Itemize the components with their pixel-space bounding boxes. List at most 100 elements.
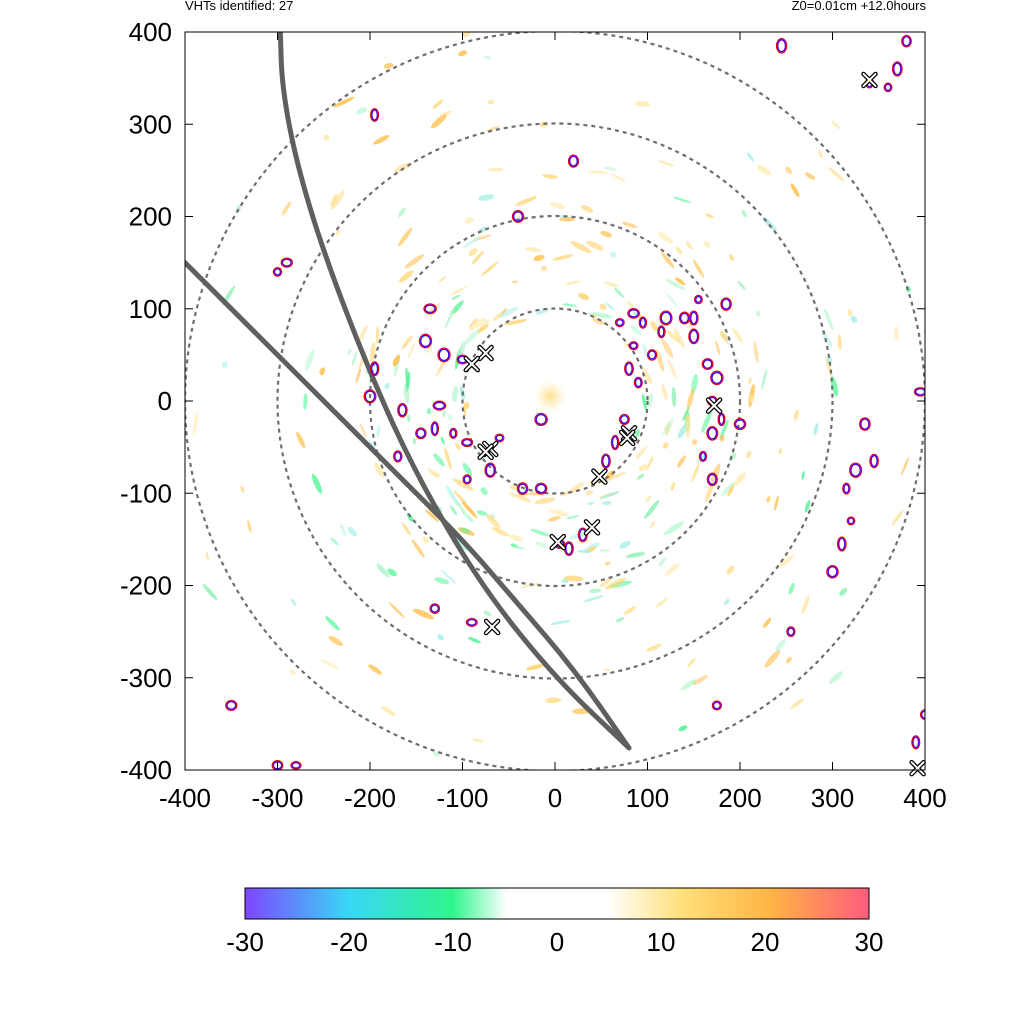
contour-core [616, 319, 624, 327]
contour-cell [280, 257, 293, 268]
vht-marker-core [592, 469, 607, 484]
y-tick-label: -400 [120, 755, 172, 785]
vorticity-streak [824, 308, 834, 331]
vorticity-streak [450, 505, 458, 516]
contour-core [364, 390, 376, 403]
vorticity-streak [675, 246, 683, 255]
vorticity-streak [451, 294, 461, 300]
range-ring [368, 214, 742, 588]
vorticity-streak [333, 96, 355, 108]
vorticity-streak [753, 340, 759, 364]
vorticity-streak [732, 327, 743, 344]
contour-core [569, 155, 578, 167]
contour-core [424, 304, 436, 313]
contour-cell [461, 437, 474, 448]
contour-cell [891, 61, 903, 77]
vorticity-streak [647, 393, 653, 408]
y-tick-label: -300 [120, 663, 172, 693]
contour-cell [657, 325, 666, 339]
vht-marker [909, 759, 926, 777]
contour-core [513, 211, 523, 222]
x-tick-label: -200 [344, 783, 396, 813]
vorticity-streak [426, 408, 432, 415]
vorticity-streak [355, 368, 361, 384]
vorticity-streak [444, 307, 455, 329]
vht-marker-core [464, 357, 479, 372]
vorticity-streak [636, 474, 644, 480]
vorticity-streak [585, 489, 594, 496]
vorticity-streak [444, 447, 452, 470]
vorticity-streak [715, 340, 721, 356]
vorticity-streak [437, 634, 444, 641]
contour-cell [290, 760, 302, 770]
vorticity-streak [552, 254, 574, 261]
contour-core [639, 317, 646, 328]
vorticity-streak [398, 227, 413, 247]
vorticity-streak [813, 423, 819, 436]
contour-core [695, 296, 702, 304]
vorticity-streak [773, 495, 779, 512]
contour-cell [614, 317, 625, 328]
y-tick-label: -200 [120, 571, 172, 601]
contour-core [628, 309, 639, 318]
vorticity-streak [205, 551, 209, 561]
color-bar-tick-labels: -30 -20 -10 0 10 20 30 [226, 927, 883, 957]
vorticity-streak [221, 361, 228, 369]
vorticity-streak [623, 606, 637, 615]
vorticity-streak [323, 134, 330, 141]
vorticity-streak [776, 554, 795, 569]
vht-marker-core [478, 444, 493, 459]
vorticity-streak [330, 193, 338, 206]
vorticity-streak [401, 335, 413, 350]
vorticity-streak [750, 394, 754, 403]
vorticity-streak [821, 329, 833, 348]
contour-cell [693, 294, 703, 305]
contour-cell [624, 361, 634, 377]
contour-cell [369, 361, 380, 377]
vht-marker [463, 355, 480, 373]
vht-marker [477, 344, 494, 362]
vorticity-streak [600, 491, 620, 500]
contour-core [602, 454, 610, 468]
contour-core [430, 604, 439, 613]
vht-marker [549, 533, 567, 551]
contour-cell [423, 303, 437, 315]
vorticity-streak [692, 675, 708, 686]
vorticity-streak [513, 546, 526, 550]
vorticity-streak [644, 500, 660, 519]
vorticity-streak [515, 196, 537, 206]
contour-cell [710, 370, 724, 386]
vorticity-streak [650, 320, 658, 331]
vorticity-streak [422, 536, 429, 544]
contour-core [843, 483, 850, 494]
x-tick-label: -100 [436, 783, 488, 813]
vorticity-streak [480, 487, 488, 495]
contour-core [463, 475, 471, 484]
vorticity-streak [375, 326, 380, 345]
vorticity-streak [901, 456, 910, 476]
vorticity-streak [600, 230, 612, 238]
vorticity-streak [691, 439, 698, 446]
vorticity-streak [790, 183, 800, 198]
vorticity-streak [405, 367, 409, 388]
vorticity-streak [547, 508, 569, 517]
vorticity-streak [399, 270, 414, 283]
vht-marker-core [550, 535, 565, 550]
contour-cell [842, 482, 851, 495]
vorticity-streak [721, 481, 736, 497]
contour-cell [913, 386, 925, 397]
vorticity-streak [550, 202, 566, 210]
contour-cell [698, 450, 708, 462]
vorticity-streak [394, 162, 412, 173]
vht-marker [483, 618, 501, 636]
vorticity-streak [328, 635, 343, 646]
contour-core [495, 434, 504, 442]
y-tick-label: 100 [129, 294, 172, 324]
vorticity-streak [635, 446, 647, 460]
vorticity-streak [818, 149, 823, 158]
contour-core [702, 359, 713, 369]
vorticity-streak [687, 658, 696, 668]
contour-core [431, 422, 438, 435]
vorticity-streak [511, 280, 518, 284]
vorticity-streak [701, 410, 712, 433]
